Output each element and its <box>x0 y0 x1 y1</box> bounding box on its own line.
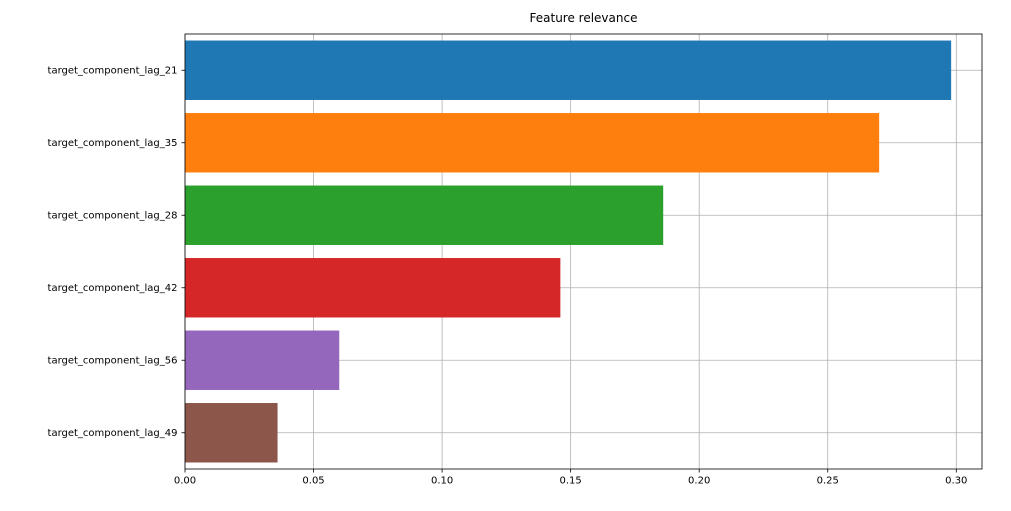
bar <box>185 403 278 462</box>
chart-title: Feature relevance <box>530 11 638 25</box>
y-tick-label: target_component_lag_28 <box>48 210 178 221</box>
y-tick-label: target_component_lag_49 <box>48 428 178 439</box>
feature-relevance-chart: 0.00 0.05 0.10 0.15 0.20 0.25 0.30 target_compo… <box>0 0 1011 511</box>
y-tick-label: target_component_lag_21 <box>48 65 178 76</box>
bar <box>185 331 339 390</box>
bar <box>185 113 879 172</box>
y-tick-label: target_component_lag_35 <box>48 138 178 149</box>
y-tick-label: target_component_lag_42 <box>48 283 178 294</box>
x-tick-label: 0.00 <box>174 476 196 487</box>
x-tick-label: 0.05 <box>302 476 324 487</box>
bar <box>185 186 663 245</box>
x-tick-label: 0.20 <box>688 476 710 487</box>
y-tick-label: target_component_lag_56 <box>48 355 178 366</box>
x-tick-label: 0.10 <box>431 476 453 487</box>
chart-container: 0.00 0.05 0.10 0.15 0.20 0.25 0.30 target_compo… <box>0 0 1011 511</box>
x-tick-label: 0.25 <box>817 476 839 487</box>
bar <box>185 41 951 100</box>
bar <box>185 258 560 317</box>
x-tick-label: 0.30 <box>945 476 967 487</box>
x-tick-label: 0.15 <box>560 476 582 487</box>
